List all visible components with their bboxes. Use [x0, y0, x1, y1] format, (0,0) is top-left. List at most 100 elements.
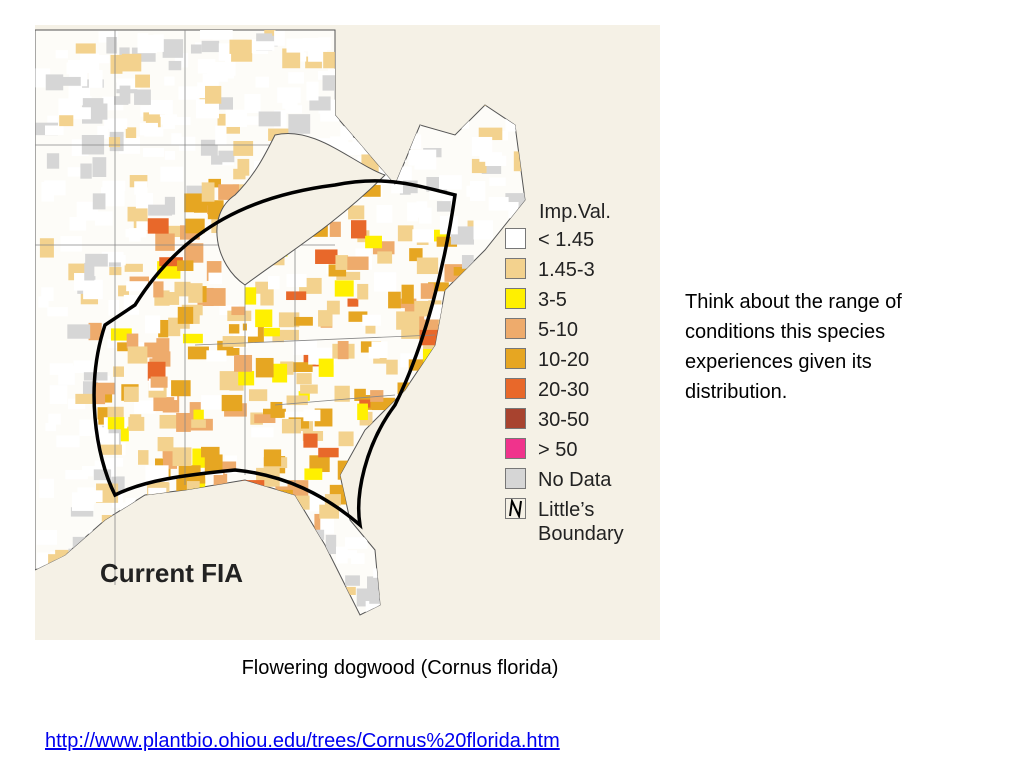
legend-item: 30-50	[505, 408, 649, 438]
map-patch	[286, 38, 304, 53]
map-patch	[397, 225, 414, 242]
map-patch	[189, 308, 200, 324]
map-patch	[238, 370, 255, 386]
map-patch	[182, 474, 206, 484]
map-patch	[391, 181, 403, 194]
map-patch	[348, 205, 365, 220]
map-patch	[41, 181, 54, 202]
map-patch	[187, 346, 209, 360]
map-patch	[174, 281, 191, 297]
map-patch	[471, 158, 487, 174]
map-patch	[431, 319, 447, 328]
map-patch	[300, 384, 318, 394]
map-patch	[323, 51, 335, 69]
map-patch	[318, 358, 334, 377]
map-patch	[75, 393, 96, 404]
map-patch	[128, 228, 141, 242]
map-patch	[398, 166, 412, 182]
map-patch	[285, 105, 303, 114]
map-patch	[81, 466, 103, 477]
map-patch	[270, 401, 283, 418]
map-patch	[150, 376, 168, 388]
map-patch	[184, 243, 204, 263]
map-patch	[335, 255, 349, 270]
map-patch	[272, 363, 288, 383]
map-patch	[107, 338, 122, 349]
caption: Flowering dogwood (Cornus florida)	[241, 657, 559, 679]
map-patch	[337, 340, 349, 360]
map-patch	[157, 437, 174, 452]
map-patch	[135, 192, 154, 209]
map-patch	[164, 150, 175, 160]
legend-items: < 1.45 1.45-3 3-5 5-10 10-20 20-30 30-50 > 50 No…	[505, 228, 649, 545]
map-patch	[371, 341, 388, 359]
map-patch	[171, 133, 182, 146]
map-patch	[127, 206, 148, 222]
map-patch	[62, 76, 81, 86]
map-patch	[92, 193, 106, 210]
map-patch	[98, 31, 118, 43]
legend-item: 20-30	[505, 378, 649, 408]
map-patch	[286, 395, 308, 406]
map-patch	[162, 39, 184, 58]
map-patch	[67, 167, 90, 177]
map-patch	[205, 85, 222, 104]
map-patch	[38, 296, 49, 308]
map-patch	[351, 553, 365, 564]
map-patch	[108, 137, 121, 148]
legend-item: Little’s Boundary	[505, 497, 649, 545]
legend-swatch	[505, 228, 526, 249]
map-patch	[69, 216, 87, 231]
map-patch	[144, 342, 168, 358]
map-patch	[233, 168, 246, 180]
map-patch	[49, 385, 68, 405]
map-patch	[388, 291, 401, 309]
map-patch	[110, 328, 132, 341]
legend-label: 10-20	[538, 349, 590, 371]
map-patch	[201, 446, 220, 458]
map-patch	[101, 251, 124, 263]
map-patch	[168, 225, 181, 238]
map-patch	[143, 147, 165, 157]
map-patch	[45, 422, 56, 432]
map-patch	[125, 127, 137, 139]
map-patch	[97, 125, 109, 139]
map-patch	[158, 319, 169, 338]
map-patch	[254, 414, 276, 424]
map-patch	[179, 136, 196, 151]
map-patch	[126, 333, 139, 349]
map-patch	[336, 271, 361, 280]
legend-label: 20-30	[538, 379, 590, 401]
map-patch	[92, 103, 108, 120]
source-link[interactable]: http://www.plantbio.ohiou.edu/trees/Corn…	[45, 730, 560, 752]
map-patch	[288, 72, 304, 84]
map-patch	[361, 184, 381, 197]
map-patch	[106, 36, 118, 54]
map-patch	[47, 307, 68, 317]
map-title: Current FIA	[100, 558, 243, 588]
map-patch	[124, 263, 143, 272]
map-patch	[94, 382, 115, 395]
map-patch	[75, 43, 96, 54]
map-patch	[148, 204, 173, 216]
map-patch	[346, 142, 364, 155]
map-patch	[58, 365, 75, 385]
legend-swatch	[505, 348, 526, 369]
map-patch	[350, 220, 367, 239]
map-patch	[318, 447, 339, 458]
map-patch	[325, 534, 337, 555]
map-patch	[408, 149, 422, 166]
map-patch	[303, 409, 321, 422]
map: Current FIA	[35, 25, 660, 640]
map-patch	[121, 53, 142, 72]
map-patch	[345, 575, 360, 586]
legend-label: No Data	[538, 469, 612, 491]
map-patch	[272, 332, 284, 343]
map-patch	[286, 273, 307, 288]
map-patch	[153, 397, 175, 412]
map-patch	[219, 305, 239, 315]
map-patch	[329, 221, 341, 237]
map-patch	[303, 433, 318, 448]
map-patch	[407, 202, 419, 222]
legend-label: 30-50	[538, 409, 590, 431]
